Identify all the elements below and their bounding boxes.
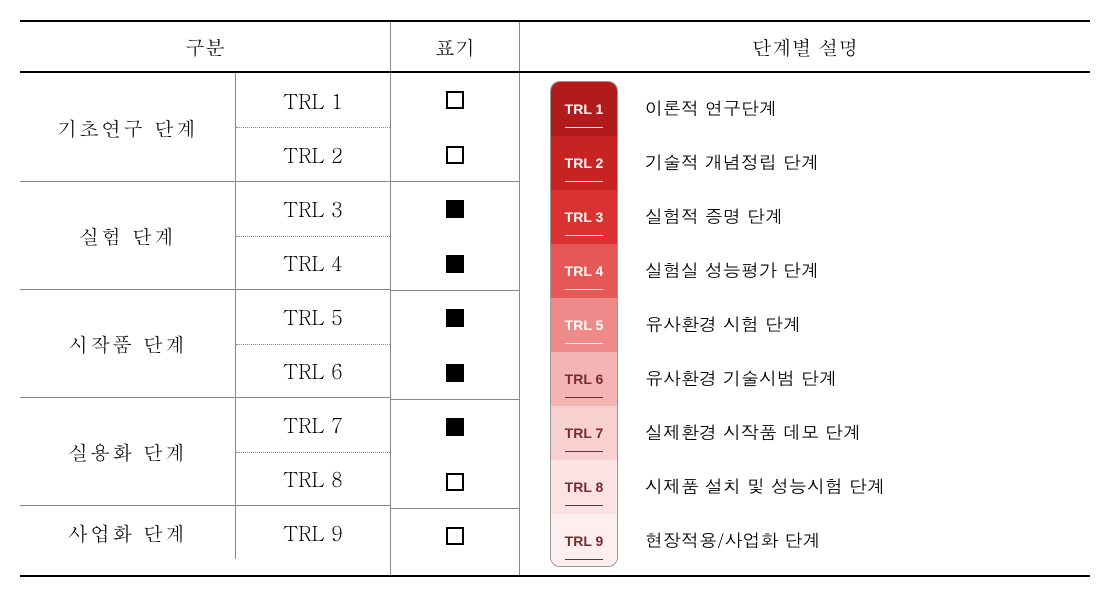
mark-cell — [391, 400, 519, 454]
mark-group — [391, 290, 519, 399]
mark-cell — [391, 182, 519, 236]
trl-level-cell: TRL 2 — [236, 127, 390, 181]
phase-name: 실험 단계 — [20, 182, 235, 289]
trl-subcolumn: TRL 1TRL 2 — [235, 73, 390, 181]
description-text: 기술적 개념정립 단계 — [645, 150, 819, 175]
mark-group — [391, 399, 519, 508]
phase-group: 사업화 단계TRL 9 — [20, 505, 390, 559]
mark-group — [391, 73, 519, 181]
trl-table: 구분 표기 단계별 설명 기초연구 단계TRL 1TRL 2실험 단계TRL 3… — [20, 20, 1090, 577]
description-column: TRL 1TRL 2TRL 3TRL 4TRL 5TRL 6TRL 7TRL 8… — [520, 73, 1090, 575]
thermometer-segment: TRL 6 — [551, 352, 617, 406]
thermometer-underline — [565, 559, 603, 560]
trl-level-cell: TRL 9 — [236, 506, 390, 559]
thermometer-segment: TRL 4 — [551, 244, 617, 298]
mark-cell — [391, 291, 519, 345]
mark-group — [391, 181, 519, 290]
filled-square-icon — [446, 418, 464, 436]
description-row: 유사환경 시험 단계 — [550, 297, 1060, 351]
thermometer-underline — [565, 397, 603, 398]
description-row: 실험실 성능평가 단계 — [550, 243, 1060, 297]
empty-square-icon — [446, 146, 464, 164]
filled-square-icon — [446, 309, 464, 327]
mark-cell — [391, 509, 519, 563]
filled-square-icon — [446, 255, 464, 273]
trl-level-cell: TRL 7 — [236, 398, 390, 452]
phase-column: 기초연구 단계TRL 1TRL 2실험 단계TRL 3TRL 4시작품 단계TR… — [20, 73, 390, 575]
mark-cell — [391, 345, 519, 399]
description-text: 유사환경 시험 단계 — [645, 312, 801, 337]
trl-level-cell: TRL 5 — [236, 290, 390, 344]
description-text: 실제환경 시작품 데모 단계 — [645, 420, 861, 445]
phase-name: 실용화 단계 — [20, 398, 235, 505]
filled-square-icon — [446, 364, 464, 382]
description-row: 이론적 연구단계 — [550, 81, 1060, 135]
description-row: 기술적 개념정립 단계 — [550, 135, 1060, 189]
trl-subcolumn: TRL 7TRL 8 — [235, 398, 390, 505]
description-list: 이론적 연구단계기술적 개념정립 단계실험적 증명 단계실험실 성능평가 단계유… — [550, 81, 1060, 567]
description-text: 이론적 연구단계 — [645, 96, 777, 121]
description-row: 실제환경 시작품 데모 단계 — [550, 405, 1060, 459]
table-header-row: 구분 표기 단계별 설명 — [20, 22, 1090, 73]
thermometer-segment: TRL 1 — [551, 82, 617, 136]
filled-square-icon — [446, 200, 464, 218]
empty-square-icon — [446, 91, 464, 109]
phase-name: 사업화 단계 — [20, 506, 235, 559]
mark-cell — [391, 236, 519, 290]
mark-column — [390, 73, 520, 575]
mark-group — [391, 508, 519, 563]
header-mark: 표기 — [390, 22, 520, 71]
thermometer-segment: TRL 7 — [551, 406, 617, 460]
thermometer-segment: TRL 8 — [551, 460, 617, 514]
description-text: 시제품 설치 및 성능시험 단계 — [645, 474, 885, 499]
header-category: 구분 — [20, 22, 390, 71]
description-row: 실험적 증명 단계 — [550, 189, 1060, 243]
thermometer-underline — [565, 343, 603, 344]
empty-square-icon — [446, 527, 464, 545]
phase-group: 실용화 단계TRL 7TRL 8 — [20, 397, 390, 505]
thermometer-segment: TRL 9 — [551, 514, 617, 567]
description-text: 현장적용/사업화 단계 — [645, 528, 821, 553]
header-description: 단계별 설명 — [520, 22, 1090, 71]
description-text: 실험실 성능평가 단계 — [645, 258, 819, 283]
thermometer-underline — [565, 235, 603, 236]
description-row: 시제품 설치 및 성능시험 단계 — [550, 459, 1060, 513]
description-text: 유사환경 기술시범 단계 — [645, 366, 837, 391]
description-row: 현장적용/사업화 단계 — [550, 513, 1060, 567]
mark-cell — [391, 127, 519, 181]
trl-level-cell: TRL 3 — [236, 182, 390, 236]
table-body: 기초연구 단계TRL 1TRL 2실험 단계TRL 3TRL 4시작품 단계TR… — [20, 73, 1090, 575]
phase-group: 기초연구 단계TRL 1TRL 2 — [20, 73, 390, 181]
thermometer-underline — [565, 181, 603, 182]
thermometer-underline — [565, 505, 603, 506]
thermometer-underline — [565, 451, 603, 452]
description-row: 유사환경 기술시범 단계 — [550, 351, 1060, 405]
trl-subcolumn: TRL 5TRL 6 — [235, 290, 390, 397]
trl-subcolumn: TRL 3TRL 4 — [235, 182, 390, 289]
trl-subcolumn: TRL 9 — [235, 506, 390, 559]
thermometer-underline — [565, 127, 603, 128]
phase-name: 시작품 단계 — [20, 290, 235, 397]
trl-level-cell: TRL 8 — [236, 452, 390, 506]
thermometer-underline — [565, 289, 603, 290]
empty-square-icon — [446, 473, 464, 491]
trl-level-cell: TRL 6 — [236, 344, 390, 398]
trl-level-cell: TRL 1 — [236, 73, 390, 127]
description-text: 실험적 증명 단계 — [645, 204, 783, 229]
phase-group: 시작품 단계TRL 5TRL 6 — [20, 289, 390, 397]
thermometer-segment: TRL 2 — [551, 136, 617, 190]
thermometer-segment: TRL 5 — [551, 298, 617, 352]
phase-group: 실험 단계TRL 3TRL 4 — [20, 181, 390, 289]
mark-cell — [391, 73, 519, 127]
trl-thermometer: TRL 1TRL 2TRL 3TRL 4TRL 5TRL 6TRL 7TRL 8… — [550, 81, 618, 567]
mark-cell — [391, 454, 519, 508]
phase-name: 기초연구 단계 — [20, 73, 235, 181]
thermometer-segment: TRL 3 — [551, 190, 617, 244]
trl-level-cell: TRL 4 — [236, 236, 390, 290]
